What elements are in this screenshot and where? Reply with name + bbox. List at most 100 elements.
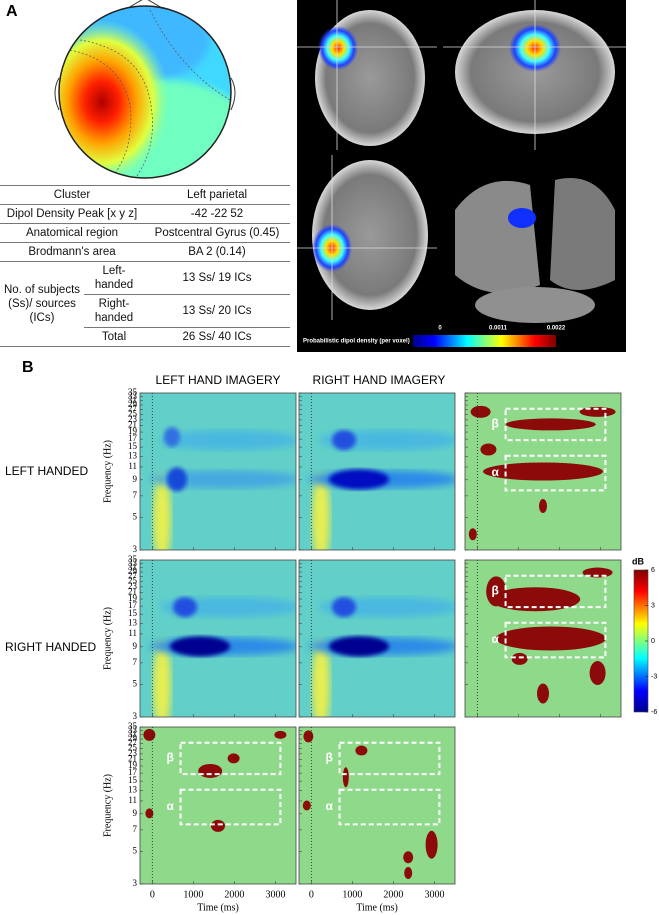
x-tick-label: 2000	[224, 889, 244, 900]
table-cell: Left-handed	[84, 261, 144, 295]
table-row: No. of subjects (Ss)/ sources (ICs) Left-…	[0, 261, 290, 347]
y-tick-label: 7	[133, 657, 138, 667]
significance-background	[140, 727, 296, 884]
density-colorbar-title: Probabilistic dipol density (per voxel)	[303, 339, 410, 345]
density-tick-label: 0.0022	[547, 326, 566, 332]
band-label: β	[492, 417, 499, 431]
y-tick-label: 17	[128, 767, 138, 777]
y-tick-label: 35	[128, 554, 138, 564]
table-cell: 26 Ss/ 40 ICs	[144, 327, 290, 347]
y-tick-label: 29	[128, 566, 138, 576]
band-box	[179, 788, 282, 826]
band-box	[504, 621, 607, 659]
y-tick-label: 29	[128, 733, 138, 743]
y-tick-label: 15	[128, 441, 138, 451]
y-tick-label: 9	[133, 474, 138, 484]
colorbar-tick-label: 3	[651, 602, 655, 609]
y-tick-label: 7	[133, 824, 138, 834]
heat-blob	[153, 640, 171, 717]
ersp-heatmap	[299, 393, 455, 550]
significant-cluster	[342, 767, 349, 788]
significant-cluster	[505, 418, 596, 431]
y-tick-label: 5	[133, 678, 138, 688]
y-tick-label: 19	[128, 760, 138, 770]
significant-cluster	[589, 661, 606, 686]
y-tick-label: 29	[128, 399, 138, 409]
x-tick-label: 1000	[342, 889, 362, 900]
significant-cluster	[425, 830, 438, 859]
significant-cluster	[303, 730, 314, 743]
significant-cluster	[468, 528, 477, 541]
table-cell: No. of subjects (Ss)/ sources (ICs)	[0, 261, 84, 347]
table-cell: Brodmann's area	[0, 242, 144, 262]
y-tick-label: 3	[133, 711, 138, 721]
plot-frame	[139, 559, 297, 718]
y-tick-label: 9	[133, 641, 138, 651]
significant-cluster	[355, 745, 368, 756]
band-label: α	[326, 799, 334, 813]
plot-frame	[298, 392, 456, 551]
y-tick-label: 7	[133, 490, 138, 500]
significant-cluster	[480, 443, 497, 456]
significant-cluster	[511, 652, 528, 665]
table-cell: Left parietal	[144, 185, 290, 205]
x-axis-label: Time (ms)	[356, 902, 398, 913]
band-label: β	[326, 751, 333, 765]
heatmap-content	[299, 560, 455, 717]
band-label: β	[492, 584, 499, 598]
plot-frame	[139, 392, 297, 551]
cluster-table: Cluster Left parietal Dipol Density Peak …	[0, 185, 290, 347]
x-tick-label: 1000	[183, 889, 203, 900]
band-box	[504, 407, 607, 442]
heat-blob	[329, 636, 389, 657]
band-label: α	[167, 799, 175, 813]
y-tick-label: 33	[128, 391, 138, 401]
heat-blob	[332, 597, 356, 618]
heatmap-content	[140, 560, 296, 717]
x-tick-label: 0	[150, 889, 155, 900]
y-tick-label: 25	[128, 576, 138, 586]
band-box	[504, 454, 607, 492]
y-tick-label: 25	[128, 743, 138, 753]
significant-cluster	[211, 819, 225, 832]
y-tick-label: 11	[128, 628, 137, 638]
y-tick-label: 31	[128, 729, 137, 739]
y-tick-label: 13	[128, 617, 138, 627]
significant-cluster	[483, 462, 603, 481]
significant-cluster	[403, 851, 414, 864]
significant-cluster	[145, 808, 154, 819]
y-axis-label: Frequency (Hz)	[102, 607, 113, 670]
significant-cluster	[302, 800, 311, 811]
y-tick-label: 17	[128, 433, 138, 443]
band-label: α	[492, 465, 500, 479]
table-row: Anatomical region Postcentral Gyrus (0.45…	[0, 223, 290, 243]
table-row: Right-handed 13 Ss/ 20 ICs	[0, 294, 290, 328]
y-tick-label: 21	[128, 754, 137, 764]
scalp-map	[54, 0, 236, 179]
heat-blob	[164, 426, 180, 447]
heat-blob	[312, 640, 330, 717]
table-row: Dipol Density Peak [x y z] -42 -22 52	[0, 204, 290, 224]
significance-background	[299, 727, 455, 884]
y-tick-label: 23	[128, 581, 138, 591]
y-tick-label: 5	[133, 845, 138, 855]
dipole-density-images	[297, 0, 626, 352]
y-tick-label: 11	[128, 795, 137, 805]
table-cell: Dipol Density Peak [x y z]	[0, 204, 144, 224]
table-cell: Anatomical region	[0, 223, 144, 243]
heatmap-content	[299, 393, 455, 550]
heat-blob	[153, 473, 171, 550]
y-axis-label: Frequency (Hz)	[102, 774, 113, 837]
heat-blob	[150, 470, 296, 489]
band-box	[338, 741, 441, 776]
y-tick-label: 33	[128, 558, 138, 568]
y-tick-label: 31	[128, 562, 137, 572]
band-box	[338, 788, 441, 826]
ersp-heatmap	[140, 393, 296, 550]
panel-label: A	[6, 3, 18, 20]
plot-frame	[298, 726, 456, 885]
heat-blob	[332, 430, 356, 451]
table-cell: Total	[84, 327, 144, 347]
y-tick-label: 35	[128, 721, 138, 731]
